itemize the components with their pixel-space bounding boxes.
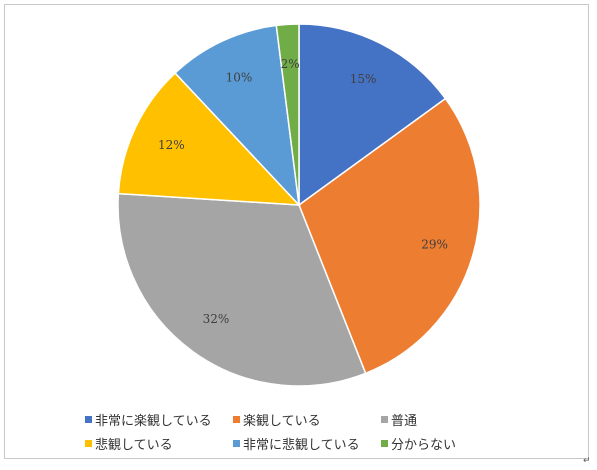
pie-chart: 15% 29% 32% 12% 10% 2% xyxy=(117,23,481,387)
pie-slice-6 xyxy=(275,23,300,206)
legend-row-2: 悲観している 非常に悲観している 分からない xyxy=(85,431,505,455)
legend-label: 普通 xyxy=(391,413,418,429)
legend-item-pessimistic: 悲観している xyxy=(85,434,233,453)
data-label-2: 29% xyxy=(421,237,448,251)
legend-row-1: 非常に楽観している 楽観している 普通 xyxy=(85,407,505,431)
data-label-1: 15% xyxy=(350,72,377,86)
legend-label: 悲観している xyxy=(95,437,173,453)
pie-slice-4 xyxy=(117,71,301,206)
legend-item-optimistic: 楽観している xyxy=(233,410,381,429)
chart-frame: 15% 29% 32% 12% 10% 2% 非常に楽観している 楽観している 普通 悲観… xyxy=(4,4,589,459)
data-label-5: 10% xyxy=(226,70,253,84)
legend-swatch xyxy=(233,439,240,447)
legend-label: 楽観している xyxy=(243,413,321,429)
legend-swatch xyxy=(85,439,92,447)
pie-slice-2 xyxy=(298,97,481,375)
legend: 非常に楽観している 楽観している 普通 悲観している 非常に悲観している xyxy=(85,407,505,455)
legend-swatch xyxy=(381,415,388,423)
legend-item-very-optimistic: 非常に楽観している xyxy=(85,410,233,429)
pie-slice-5 xyxy=(174,24,301,208)
legend-swatch xyxy=(85,415,92,423)
legend-swatch xyxy=(381,439,388,447)
data-label-3: 32% xyxy=(203,312,230,326)
legend-label: 分からない xyxy=(391,437,457,453)
legend-label: 非常に悲観している xyxy=(243,437,360,453)
pie-slice-3 xyxy=(117,192,367,387)
paragraph-mark: ↵ xyxy=(583,456,591,466)
legend-swatch xyxy=(233,415,240,423)
legend-label: 非常に楽観している xyxy=(95,413,212,429)
legend-item-very-pessimistic: 非常に悲観している xyxy=(233,434,381,453)
legend-item-neutral: 普通 xyxy=(381,410,417,429)
legend-item-dont-know: 分からない xyxy=(381,434,456,453)
data-label-4: 12% xyxy=(158,138,185,152)
data-label-6: 2% xyxy=(281,57,300,71)
pie-slice-1 xyxy=(298,23,447,207)
